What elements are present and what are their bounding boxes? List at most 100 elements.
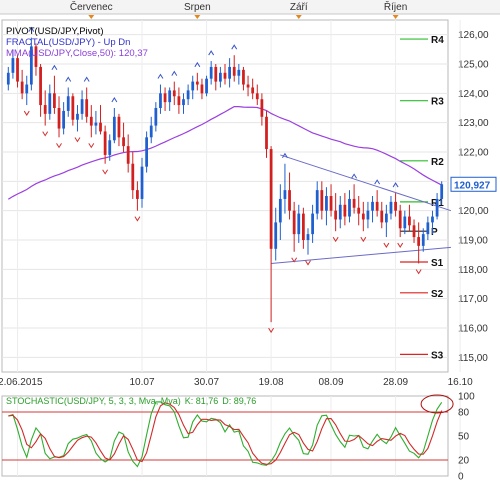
candle-body (329, 196, 333, 211)
candle-body (237, 69, 241, 76)
candle-body (421, 234, 425, 246)
date-tick-label: 16.10 (448, 377, 473, 388)
pivot-label-r3: R3 (431, 97, 444, 108)
fractal-legend: FRACTAL(USD/JPY) - Up Dn (6, 37, 131, 48)
fractal-down-marker (88, 143, 95, 149)
pivot-label-s2: S2 (431, 289, 444, 300)
channel-lower-line (271, 246, 451, 264)
candle-body (76, 113, 79, 120)
month-marker (194, 15, 201, 19)
month-label: Září (290, 2, 308, 13)
fractal-down-marker (305, 260, 311, 266)
candle-body (408, 216, 411, 226)
candle-body (62, 110, 66, 129)
candle-body (292, 210, 296, 235)
candle-body (53, 93, 56, 108)
candle-body (71, 96, 75, 120)
candle-body (140, 166, 144, 199)
oscillator-tick-label: 50 (458, 432, 470, 443)
candle-body (320, 190, 324, 211)
fractal-down-marker (23, 110, 30, 117)
candle-body (288, 190, 291, 211)
pivot-legend: PIVOT(USD/JPY,Pivot) (6, 26, 104, 37)
month-label: Říjen (384, 0, 407, 13)
fractal-down-marker (397, 242, 404, 249)
candle-body (205, 78, 208, 94)
candle-body (306, 234, 310, 240)
candle-body (66, 96, 70, 111)
candle-body (334, 210, 338, 220)
fractal-up-marker (157, 73, 164, 79)
date-tick-label: 19.08 (259, 377, 284, 388)
candle-body (384, 213, 388, 223)
price-tick-label: 117,00 (458, 294, 488, 305)
candle-body (182, 99, 185, 106)
candle-body (232, 66, 236, 76)
price-tick-label: 123,00 (458, 118, 489, 129)
fractal-up-marker (282, 152, 288, 158)
candle-body (149, 125, 153, 138)
candle-body (394, 201, 397, 211)
candle-body (398, 210, 402, 229)
fractal-down-marker (383, 242, 390, 249)
oscillator-tick-label: 0 (458, 472, 464, 482)
candle-body (117, 116, 121, 138)
candle-body (311, 213, 314, 235)
candle-body (34, 46, 38, 67)
candle-body (94, 122, 98, 126)
price-tick-label: 125,00 (458, 60, 489, 71)
candle-body (122, 137, 125, 147)
fractal-up-marker (194, 61, 201, 68)
candle-body (11, 58, 15, 73)
oscillator-tick-label: 100 (458, 392, 475, 403)
candle-body (352, 198, 356, 208)
date-tick-label: 10.07 (129, 377, 154, 388)
fractal-up-marker (351, 173, 358, 179)
fractal-down-marker (134, 216, 141, 222)
pivot-label-r4: R4 (431, 35, 444, 46)
candle-body (168, 90, 172, 103)
fractal-down-marker (360, 236, 367, 243)
candle-body (172, 90, 176, 97)
month-marker (88, 15, 95, 19)
pivot-label-r2: R2 (431, 157, 444, 168)
candle-body (325, 196, 328, 211)
candle-body (375, 201, 379, 211)
stochastic-d-line (8, 402, 443, 465)
mma-legend: MMA(USD/JPY,Close,50): 120,37 (6, 48, 148, 59)
candle-body (131, 163, 135, 191)
candle-body (195, 81, 199, 85)
candle-body (159, 93, 162, 108)
candle-body (265, 116, 268, 150)
oscillator-tick-label: 20 (458, 456, 470, 467)
stochastic-k-line (8, 401, 443, 468)
candle-body (177, 96, 181, 106)
candle-body (20, 81, 24, 94)
mma-line (7, 105, 442, 200)
last-price-label: 120,927 (454, 180, 491, 191)
candle-body (99, 122, 102, 132)
candle-body (297, 213, 301, 235)
candle-body (301, 213, 305, 240)
fractal-down-marker (56, 143, 62, 149)
fractal-up-marker (208, 50, 215, 56)
fractal-up-marker (231, 44, 238, 50)
candle-body (251, 87, 255, 94)
candle-body (223, 72, 227, 79)
candle-body (228, 66, 231, 79)
candle-body (89, 116, 93, 126)
candle-body (80, 99, 84, 114)
month-label: Červenec (70, 0, 113, 13)
candle-body (186, 90, 190, 100)
candle-body (417, 237, 421, 246)
date-tick-label: 08.09 (319, 377, 344, 388)
oscillator-panel (1, 395, 449, 477)
candle-body (343, 204, 347, 217)
date-tick-label: 28.09 (383, 377, 408, 388)
fractal-down-marker (415, 269, 422, 275)
last-price-tag (450, 176, 497, 192)
candle-body (278, 198, 282, 223)
fractal-up-marker (65, 76, 72, 82)
fractal-down-marker (74, 137, 81, 143)
candle-body (6, 72, 10, 85)
